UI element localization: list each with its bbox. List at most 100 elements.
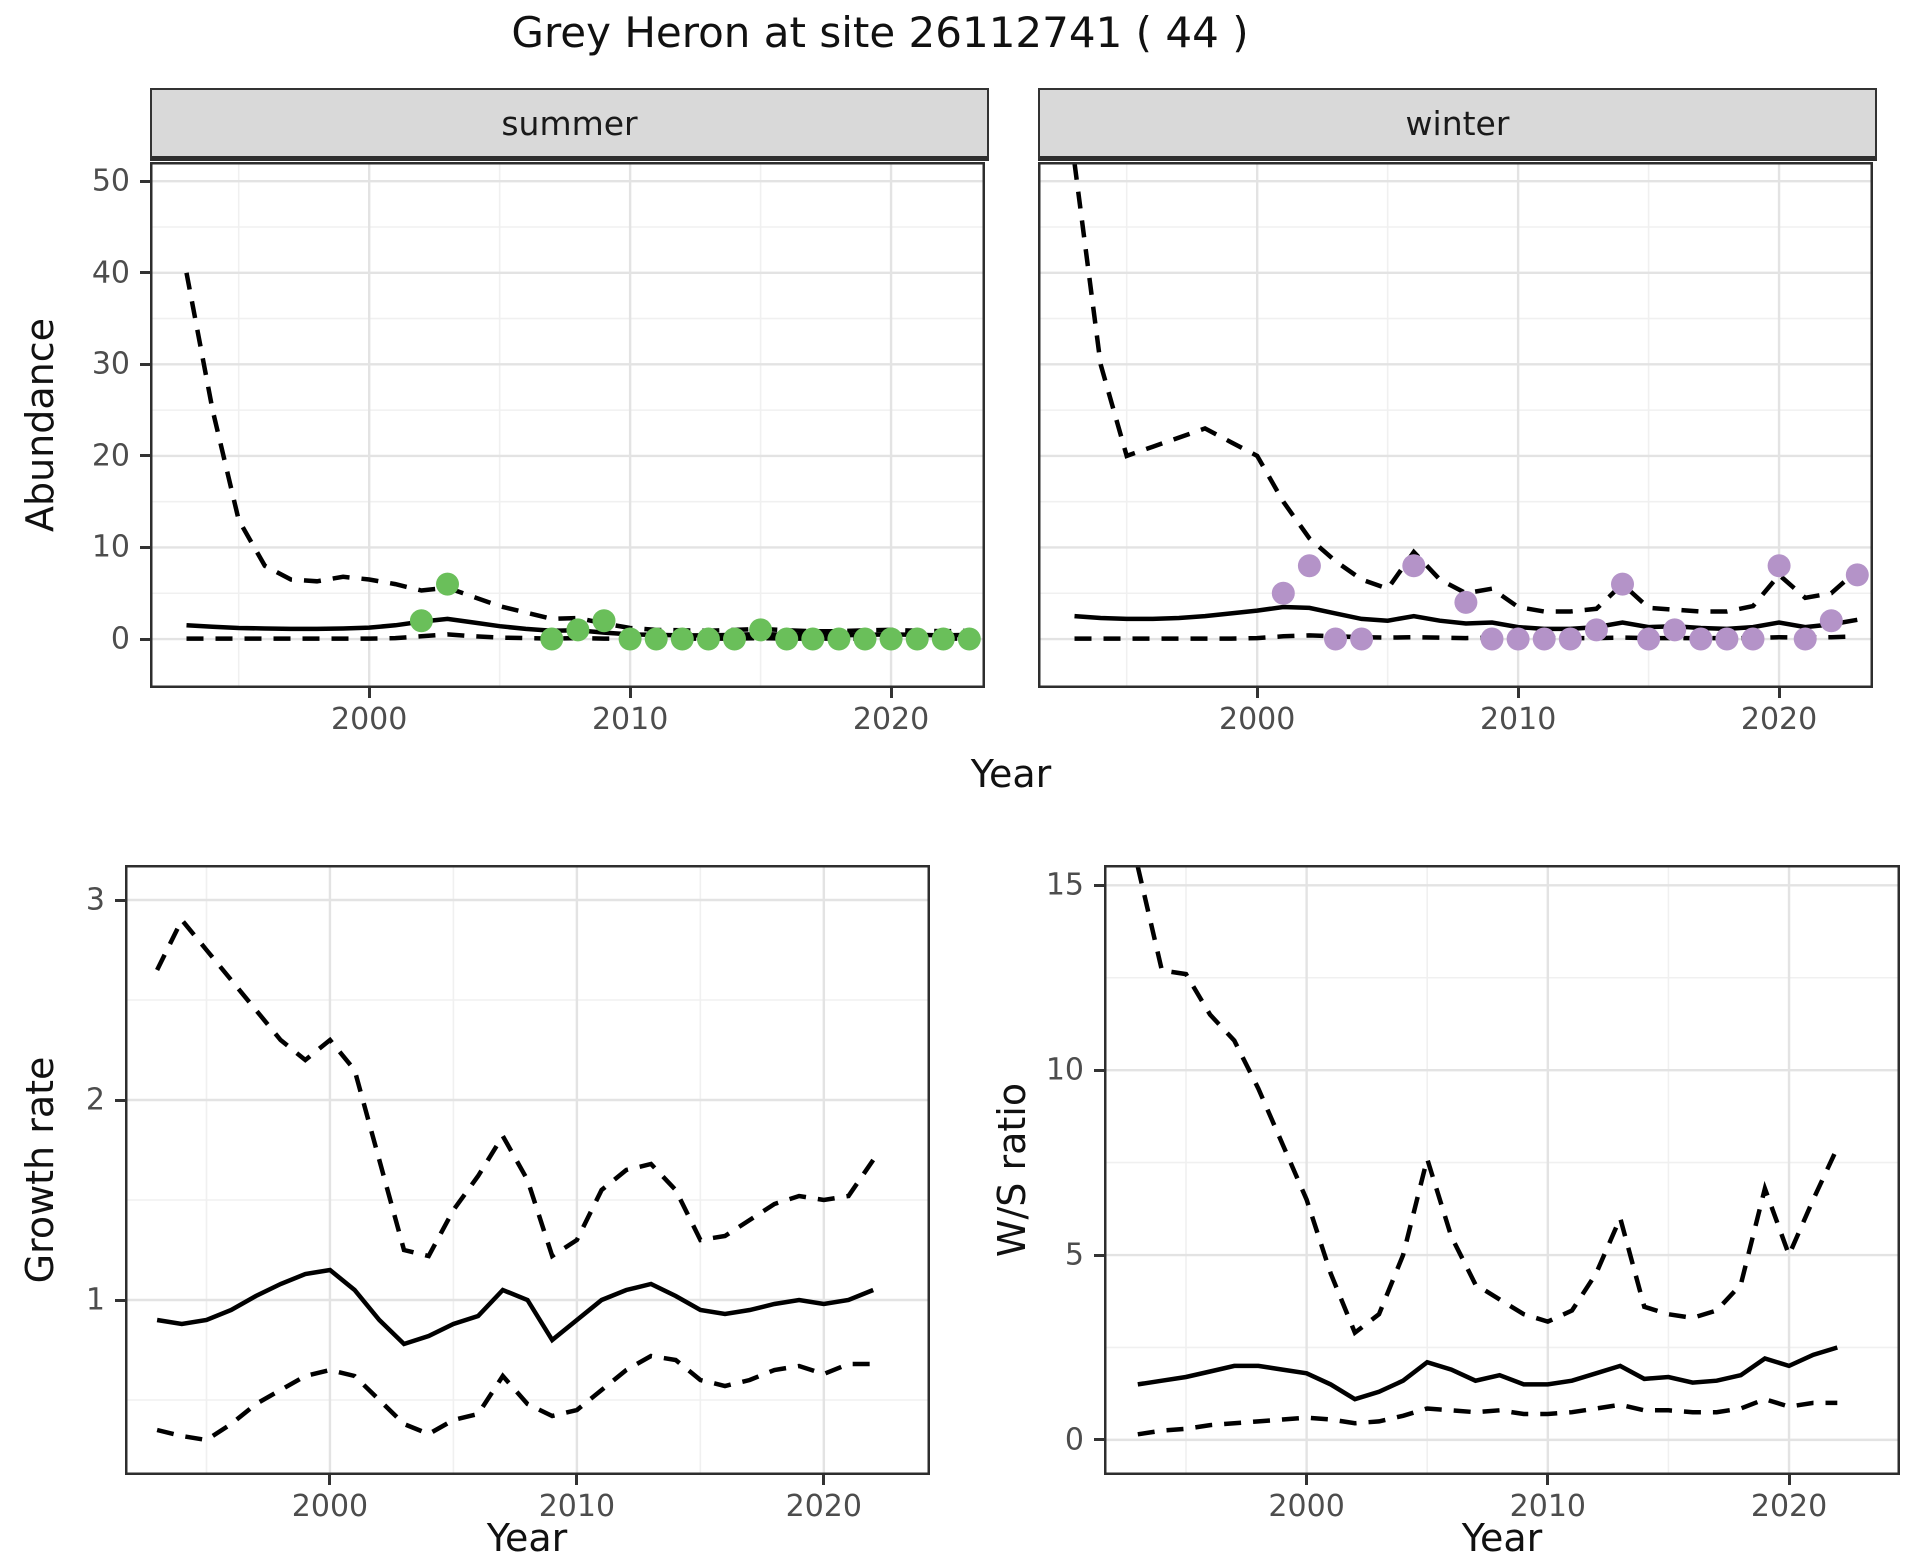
observed-summer-point (801, 627, 825, 651)
y-tick-label: 15 (1045, 867, 1084, 903)
x-axis-title-year-growth: Year (486, 1516, 568, 1560)
upper-ci-line (184, 272, 970, 634)
observed-winter-point (1558, 627, 1582, 651)
facet-strip-winter: winter (1038, 88, 1877, 161)
observed-winter-point (1663, 618, 1687, 642)
tick-mark (1516, 688, 1520, 698)
x-tick-label: 2020 (1750, 1489, 1828, 1524)
observed-summer-point (827, 627, 851, 651)
observed-summer-point (905, 627, 929, 651)
observed-summer-point (618, 627, 642, 651)
upper-ci-line (1135, 866, 1840, 1337)
observed-summer-point (749, 618, 773, 642)
tick-mark (1094, 1253, 1104, 1257)
observed-winter-point (1741, 627, 1765, 651)
x-tick-label: 2020 (1740, 702, 1818, 737)
y-tick-label: 1 (85, 1282, 105, 1318)
observed-summer-point (409, 609, 433, 633)
tick-mark (115, 898, 125, 902)
facet-strip-summer: summer (150, 88, 989, 161)
observed-winter-point (1819, 609, 1843, 633)
tick-mark (1305, 1475, 1309, 1485)
tick-mark (140, 179, 150, 183)
observed-summer-point (566, 618, 590, 642)
tick-mark (628, 688, 632, 698)
tick-mark (115, 1298, 125, 1302)
tick-mark (575, 1475, 579, 1485)
observed-winter-point (1297, 554, 1321, 578)
observed-summer-point (957, 627, 981, 651)
tick-mark (1094, 1068, 1104, 1072)
x-tick-label: 2010 (1509, 1489, 1587, 1524)
y-tick-label: 0 (1064, 1422, 1084, 1458)
x-tick-label: 2020 (852, 702, 930, 737)
observed-winter-point (1402, 554, 1426, 578)
y-tick-label: 50 (91, 163, 130, 199)
y-tick-label: 0 (110, 621, 130, 657)
x-tick-label: 2000 (1219, 702, 1296, 737)
x-tick-label: 2010 (538, 1489, 616, 1524)
summer-abundance-plot (150, 162, 985, 688)
tick-mark (1546, 1475, 1550, 1485)
lower-ci-line (156, 1353, 874, 1443)
x-tick-label: 2000 (1268, 1489, 1345, 1524)
y-tick-label: 5 (1064, 1237, 1084, 1273)
tick-mark (1094, 883, 1104, 887)
observed-winter-point (1324, 627, 1347, 651)
observed-summer-point (879, 627, 903, 651)
observed-winter-point (1584, 618, 1608, 642)
tick-mark (1787, 1475, 1791, 1485)
growth-rate-plot (125, 865, 930, 1475)
x-axis-title-year-ws: Year (1461, 1516, 1543, 1560)
observed-winter-point (1845, 563, 1869, 587)
observed-summer-point (723, 627, 746, 651)
x-tick-label: 2000 (331, 702, 408, 737)
observed-winter-point (1506, 627, 1530, 651)
facet-strip-summer-label: summer (501, 103, 638, 143)
mean-line (1137, 1345, 1838, 1402)
upper-ci-line (155, 915, 876, 1260)
tick-mark (367, 688, 371, 698)
y-tick-label: 20 (91, 438, 130, 474)
winter-abundance-plot (1038, 162, 1873, 688)
y-tick-label: 40 (91, 255, 130, 291)
observed-winter-point (1637, 627, 1661, 651)
y-tick-label: 30 (91, 346, 130, 382)
y-tick-label: 10 (91, 529, 130, 565)
observed-winter-point (1689, 627, 1713, 651)
y-tick-label: 10 (1045, 1052, 1084, 1088)
observed-summer-point (592, 609, 616, 633)
tick-mark (140, 637, 150, 641)
observed-winter-point (1611, 572, 1634, 596)
x-tick-label: 2000 (291, 1489, 369, 1524)
tick-mark (1094, 1438, 1104, 1442)
tick-mark (1777, 688, 1781, 698)
observed-winter-point (1350, 627, 1374, 651)
panel-border (150, 162, 985, 688)
observed-summer-point (540, 627, 564, 651)
upper-ci-line (1072, 162, 1859, 614)
tick-mark (889, 688, 893, 698)
lower-ci-line (1137, 1396, 1838, 1437)
observed-winter-point (1767, 554, 1791, 578)
observed-winter-point (1480, 627, 1504, 651)
ws-ratio-plot (1104, 865, 1900, 1475)
y-tick-label: 3 (85, 882, 105, 918)
x-tick-label: 2010 (1479, 702, 1557, 737)
observed-summer-point (436, 572, 459, 596)
tick-mark (115, 1098, 125, 1102)
tick-mark (822, 1475, 826, 1485)
y-axis-title-ws-ratio: W/S ratio (990, 1082, 1034, 1258)
x-tick-label: 2010 (591, 702, 669, 737)
tick-mark (1255, 688, 1259, 698)
observed-winter-point (1271, 581, 1295, 605)
y-tick-label: 2 (85, 1082, 105, 1118)
observed-summer-point (670, 627, 694, 651)
tick-mark (140, 545, 150, 549)
panel-border (1038, 162, 1873, 688)
observed-winter-point (1532, 627, 1556, 651)
observed-summer-point (853, 627, 877, 651)
tick-mark (140, 454, 150, 458)
tick-mark (140, 271, 150, 275)
